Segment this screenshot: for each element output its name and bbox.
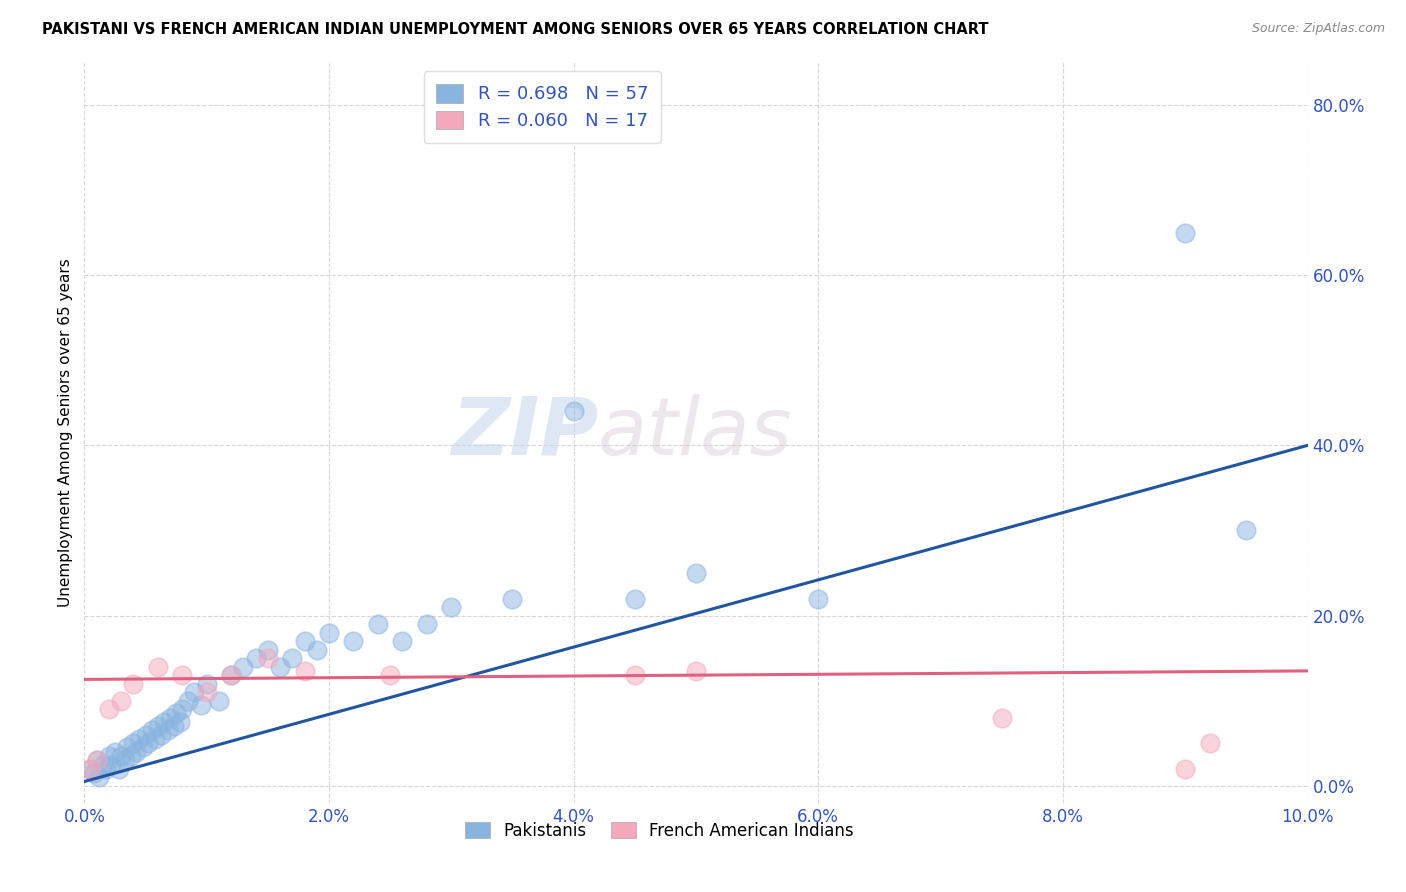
Point [183,685,205,699]
Point [1174,226,1197,240]
Point [257,651,280,665]
Point [367,617,389,632]
Point [150,728,173,742]
Text: ZIP: ZIP [451,393,598,472]
Point [416,617,439,632]
Point [104,745,127,759]
Point [624,668,647,682]
Point [318,625,340,640]
Point [110,749,132,764]
Point [440,600,463,615]
Point [91,757,114,772]
Point [153,714,176,729]
Point [125,745,148,759]
Point [122,676,145,690]
Point [132,740,155,755]
Point [685,566,707,580]
Point [141,723,163,738]
Point [120,749,142,764]
Point [991,711,1014,725]
Legend: Pakistanis, French American Indians: Pakistanis, French American Indians [458,815,860,847]
Point [294,664,316,678]
Point [146,659,169,673]
Point [177,694,200,708]
Point [172,668,194,682]
Point [219,668,242,682]
Point [195,676,218,690]
Point [294,634,316,648]
Point [169,714,191,729]
Point [380,668,402,682]
Point [208,694,231,708]
Point [100,757,122,772]
Point [135,728,157,742]
Point [97,749,120,764]
Point [143,731,166,746]
Point [114,753,136,767]
Text: PAKISTANI VS FRENCH AMERICAN INDIAN UNEMPLOYMENT AMONG SENIORS OVER 65 YEARS COR: PAKISTANI VS FRENCH AMERICAN INDIAN UNEM… [42,22,988,37]
Point [86,753,108,767]
Point [97,702,120,716]
Point [86,753,108,767]
Point [159,711,181,725]
Point [165,706,187,721]
Point [136,736,159,750]
Point [107,762,129,776]
Point [122,736,145,750]
Point [163,719,186,733]
Point [232,659,254,673]
Point [342,634,364,648]
Point [146,719,169,733]
Point [172,702,194,716]
Point [219,668,242,682]
Point [195,685,218,699]
Point [305,642,328,657]
Point [79,762,101,776]
Point [190,698,212,712]
Point [1198,736,1220,750]
Point [245,651,267,665]
Y-axis label: Unemployment Among Seniors over 65 years: Unemployment Among Seniors over 65 years [58,259,73,607]
Point [502,591,524,606]
Point [1174,762,1197,776]
Text: Source: ZipAtlas.com: Source: ZipAtlas.com [1251,22,1385,36]
Point [391,634,413,648]
Point [96,762,118,776]
Point [110,694,132,708]
Point [128,731,150,746]
Point [281,651,304,665]
Point [156,723,179,738]
Point [115,740,138,755]
Point [1236,524,1258,538]
Point [269,659,291,673]
Point [807,591,830,606]
Point [685,664,707,678]
Point [257,642,280,657]
Point [79,762,101,776]
Point [562,404,585,418]
Text: atlas: atlas [598,393,793,472]
Point [83,766,105,780]
Point [624,591,647,606]
Point [87,770,110,784]
